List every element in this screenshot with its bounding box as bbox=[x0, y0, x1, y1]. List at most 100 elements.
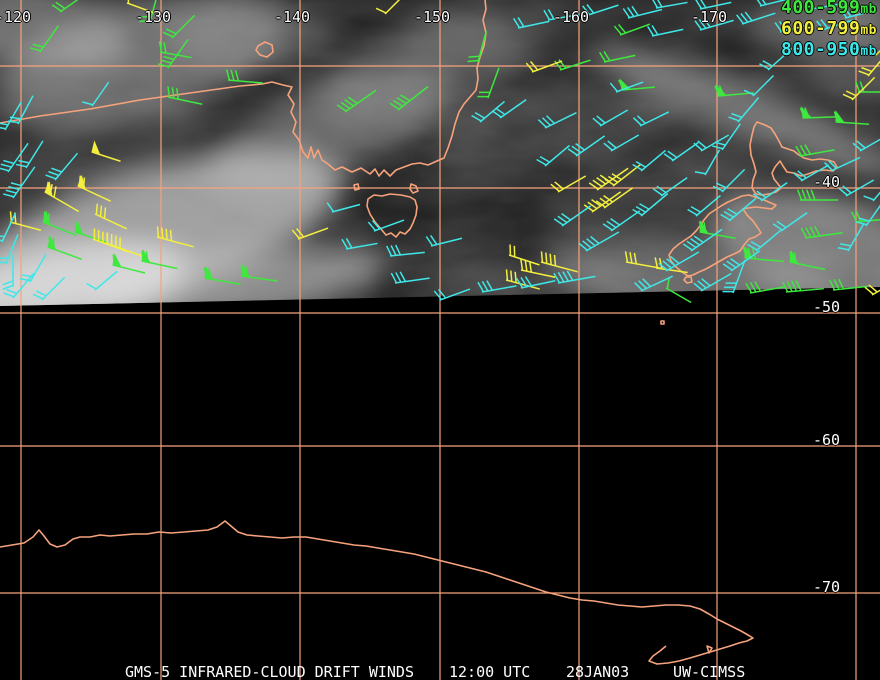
wind-barb bbox=[91, 140, 121, 162]
wind-barb bbox=[162, 14, 196, 39]
wind-barb bbox=[433, 288, 471, 301]
wind-barb bbox=[694, 17, 734, 31]
caption-time: 12:00 UTC bbox=[449, 663, 531, 680]
wind-barb bbox=[367, 219, 405, 232]
wind-barb bbox=[520, 259, 556, 279]
wind-barb bbox=[0, 142, 29, 173]
coastline-flinders-island bbox=[409, 183, 419, 194]
wind-barb bbox=[516, 276, 556, 289]
wind-barb bbox=[856, 204, 880, 227]
wind-barb bbox=[112, 253, 146, 274]
wind-barb bbox=[722, 259, 746, 294]
wind-barb bbox=[491, 99, 527, 119]
wind-barb bbox=[508, 244, 540, 266]
wind-barb bbox=[789, 250, 826, 271]
wind-barb bbox=[687, 194, 721, 217]
wind-barb bbox=[728, 97, 760, 123]
wind-barb bbox=[540, 251, 578, 273]
wind-barb bbox=[550, 175, 587, 193]
wind-barb bbox=[553, 270, 596, 284]
lat-label--70: -70 bbox=[813, 578, 841, 596]
wind-barb bbox=[375, 0, 401, 15]
wind-barb bbox=[743, 74, 775, 97]
wind-barb bbox=[632, 111, 670, 127]
wind-barb bbox=[747, 229, 781, 252]
wind-barb bbox=[32, 276, 66, 301]
wind-barb bbox=[863, 191, 880, 202]
wind-barb bbox=[632, 192, 669, 217]
wind-barb bbox=[3, 273, 35, 299]
wind-barb bbox=[693, 134, 730, 152]
wind-barb bbox=[634, 275, 674, 292]
wind-barb bbox=[47, 235, 83, 261]
wind-barb bbox=[604, 163, 642, 187]
wind-barb bbox=[632, 149, 666, 172]
wind-barb bbox=[654, 257, 688, 274]
wind-barb bbox=[698, 220, 736, 239]
coastline-australia-south-east-coast bbox=[0, 0, 487, 177]
coastline-king-island bbox=[353, 183, 360, 191]
wind-barb bbox=[536, 144, 570, 167]
wind-barb bbox=[663, 142, 699, 162]
wind-barb bbox=[864, 284, 880, 296]
wind-barb bbox=[622, 5, 663, 19]
wind-barb bbox=[543, 9, 580, 21]
legend-item-600-799mb: 600-799mb bbox=[780, 18, 877, 39]
wind-barb bbox=[42, 210, 77, 237]
coastline-salt-lake bbox=[255, 41, 274, 58]
lon-label--140: -140 bbox=[273, 8, 311, 26]
wind-barb bbox=[652, 0, 688, 9]
caption-credit: UW-CIMSS bbox=[673, 663, 746, 680]
wind-barb bbox=[851, 211, 880, 223]
wind-barb bbox=[774, 21, 812, 33]
wind-barb bbox=[553, 205, 592, 227]
wind-barb bbox=[477, 67, 500, 99]
wind-barb bbox=[603, 134, 640, 152]
wind-barb bbox=[720, 197, 757, 222]
wind-barb bbox=[866, 48, 880, 56]
wind-barb bbox=[712, 168, 746, 193]
wind-barb bbox=[3, 166, 36, 199]
wind-barb bbox=[525, 60, 563, 73]
wind-barb bbox=[94, 203, 128, 230]
wind-barb bbox=[833, 110, 869, 126]
wind-barb bbox=[782, 280, 824, 293]
wind-barb bbox=[609, 81, 644, 93]
wind-barb bbox=[0, 101, 22, 131]
legend-item-400-599mb: 400-599mb bbox=[780, 0, 877, 18]
wind-barb bbox=[225, 69, 263, 84]
wind-barb bbox=[807, 0, 841, 10]
wind-barb bbox=[15, 140, 44, 169]
wind-barb bbox=[752, 182, 788, 202]
wind-barb bbox=[602, 210, 641, 232]
wind-barb bbox=[326, 202, 361, 213]
wind-barb bbox=[714, 84, 754, 97]
wind-barb bbox=[595, 187, 634, 209]
wind-barb bbox=[2, 255, 14, 290]
wind-barb bbox=[158, 41, 192, 59]
wind-barb bbox=[592, 109, 629, 127]
coastline-tasmania bbox=[366, 193, 418, 238]
coastline-nz-north-island bbox=[749, 121, 838, 196]
wind-barb bbox=[45, 152, 79, 181]
coastlines bbox=[0, 0, 838, 665]
wind-barb bbox=[77, 174, 111, 202]
wind-barb bbox=[139, 0, 157, 23]
coastline-small-island bbox=[660, 320, 665, 325]
wind-barb bbox=[599, 51, 636, 63]
wind-barb bbox=[745, 281, 785, 294]
coastline-antarctica bbox=[0, 520, 754, 665]
wind-barb bbox=[158, 38, 189, 69]
wind-barb bbox=[505, 269, 541, 290]
wind-barb bbox=[693, 272, 732, 292]
lat-label--40: -40 bbox=[813, 173, 841, 191]
wind-barb bbox=[842, 76, 876, 101]
lat-label--60: -60 bbox=[813, 431, 841, 449]
wind-barb bbox=[336, 89, 377, 113]
lon-label--150: -150 bbox=[413, 8, 451, 26]
coastline-antarctic-islet bbox=[706, 645, 713, 654]
wind-barb bbox=[51, 0, 79, 13]
wind-barb bbox=[203, 266, 241, 285]
wind-barb bbox=[839, 7, 877, 19]
